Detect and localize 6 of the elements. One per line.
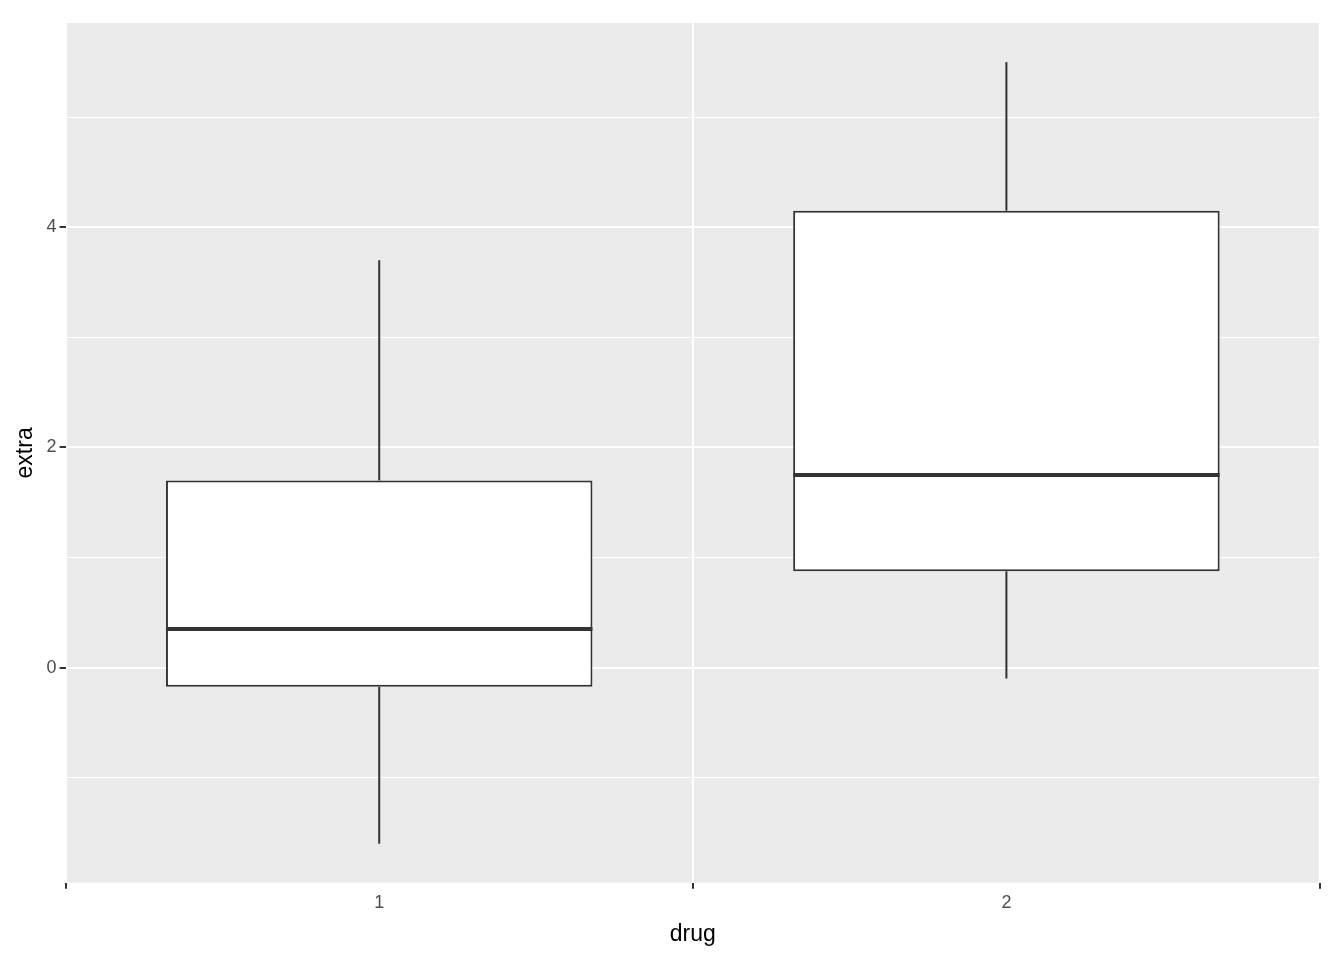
y-tick-label: 0 — [46, 656, 57, 677]
y-tick-label: 4 — [46, 216, 57, 237]
x-tick-label: 1 — [374, 891, 385, 912]
y-tick-label: 2 — [46, 436, 57, 457]
x-axis-title: drug — [669, 919, 716, 946]
y-axis-title: extra — [11, 427, 38, 479]
